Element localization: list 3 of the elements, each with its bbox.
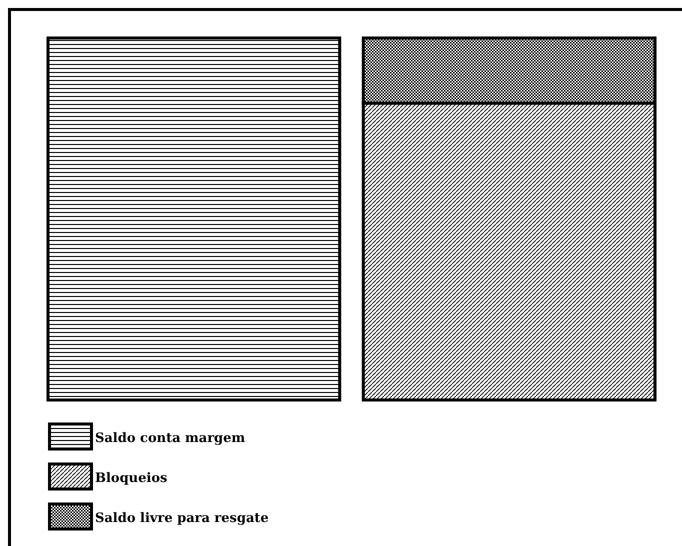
legend-label: Saldo livre para resgate — [95, 511, 269, 526]
legend-label: Bloqueios — [95, 471, 168, 486]
legend-label: Saldo conta margem — [95, 431, 246, 446]
